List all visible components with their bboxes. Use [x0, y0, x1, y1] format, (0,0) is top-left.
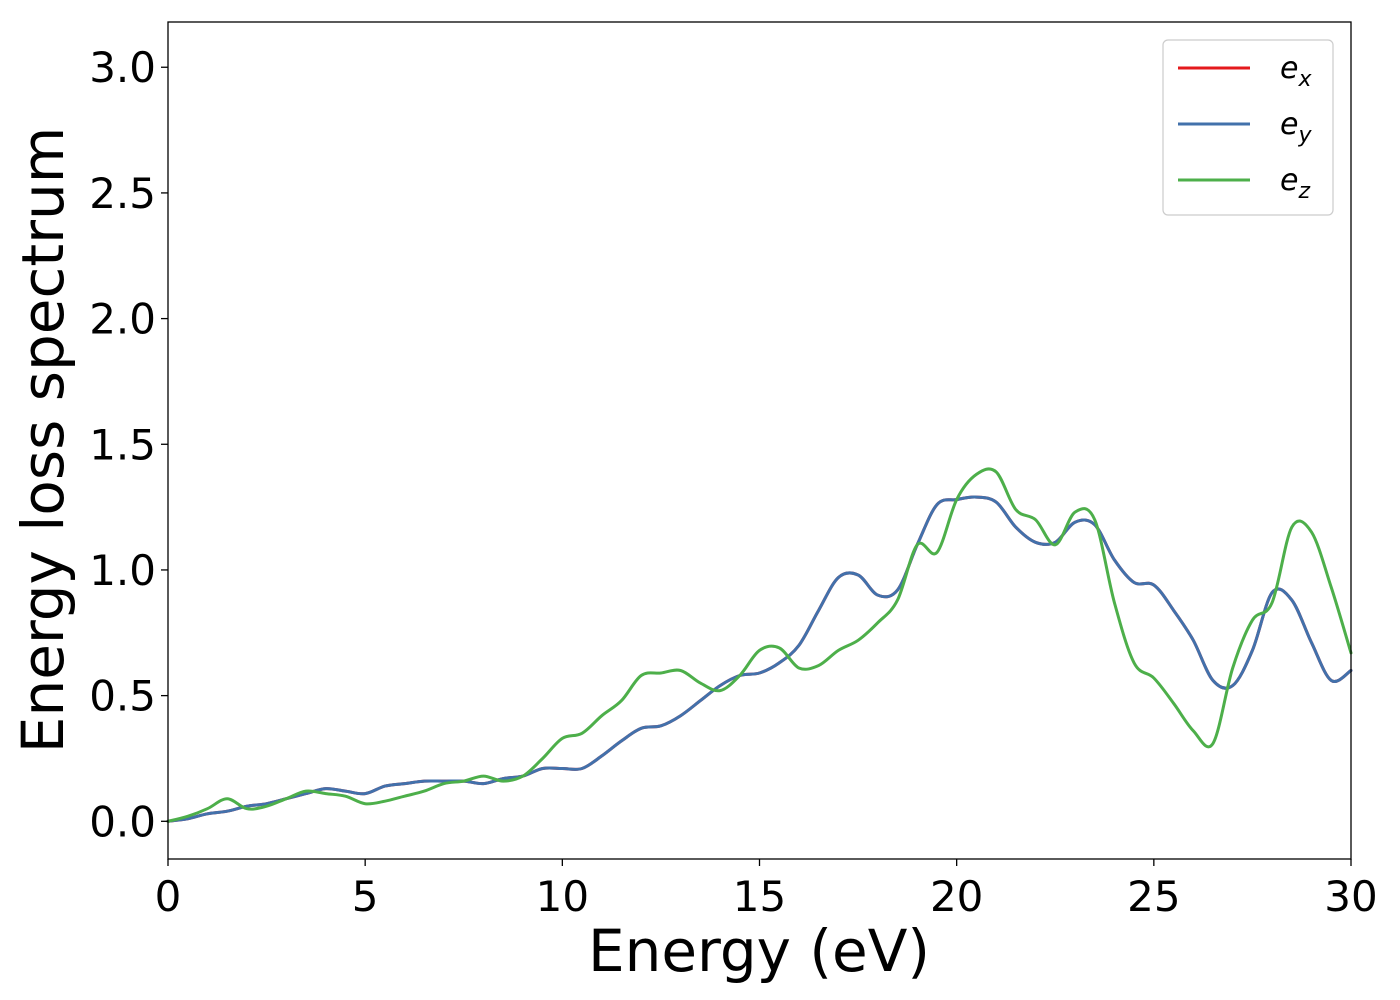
- y-tick-label: 3.0: [89, 43, 156, 92]
- x-tick-label: 0: [155, 872, 182, 921]
- y-axis-label: Energy loss spectrum: [9, 127, 77, 753]
- y-axis: 0.0 0.5 1.0 1.5 2.0 2.5 3.0: [89, 43, 168, 846]
- x-axis-label: Energy (eV): [588, 917, 930, 985]
- y-tick-label: 1.0: [89, 546, 156, 595]
- series-line-y: [166, 495, 1353, 823]
- y-tick-label: 2.5: [89, 169, 156, 218]
- series-line-x: [166, 495, 1353, 823]
- y-tick-label: 1.5: [89, 420, 156, 469]
- y-tick-label: 2.0: [89, 295, 156, 344]
- x-tick-label: 15: [733, 872, 786, 921]
- x-tick-label: 5: [352, 872, 379, 921]
- x-axis: 0 5 10 15 20 25 30: [155, 859, 1378, 921]
- x-tick-label: 25: [1127, 872, 1180, 921]
- series-layer: [166, 467, 1353, 823]
- x-tick-label: 30: [1324, 872, 1377, 921]
- x-tick-label: 10: [536, 872, 589, 921]
- y-tick-label: 0.0: [89, 797, 156, 846]
- series-line-z: [166, 467, 1353, 823]
- y-tick-label: 0.5: [89, 672, 156, 721]
- legend-box: [1162, 39, 1334, 216]
- x-tick-label: 20: [930, 872, 983, 921]
